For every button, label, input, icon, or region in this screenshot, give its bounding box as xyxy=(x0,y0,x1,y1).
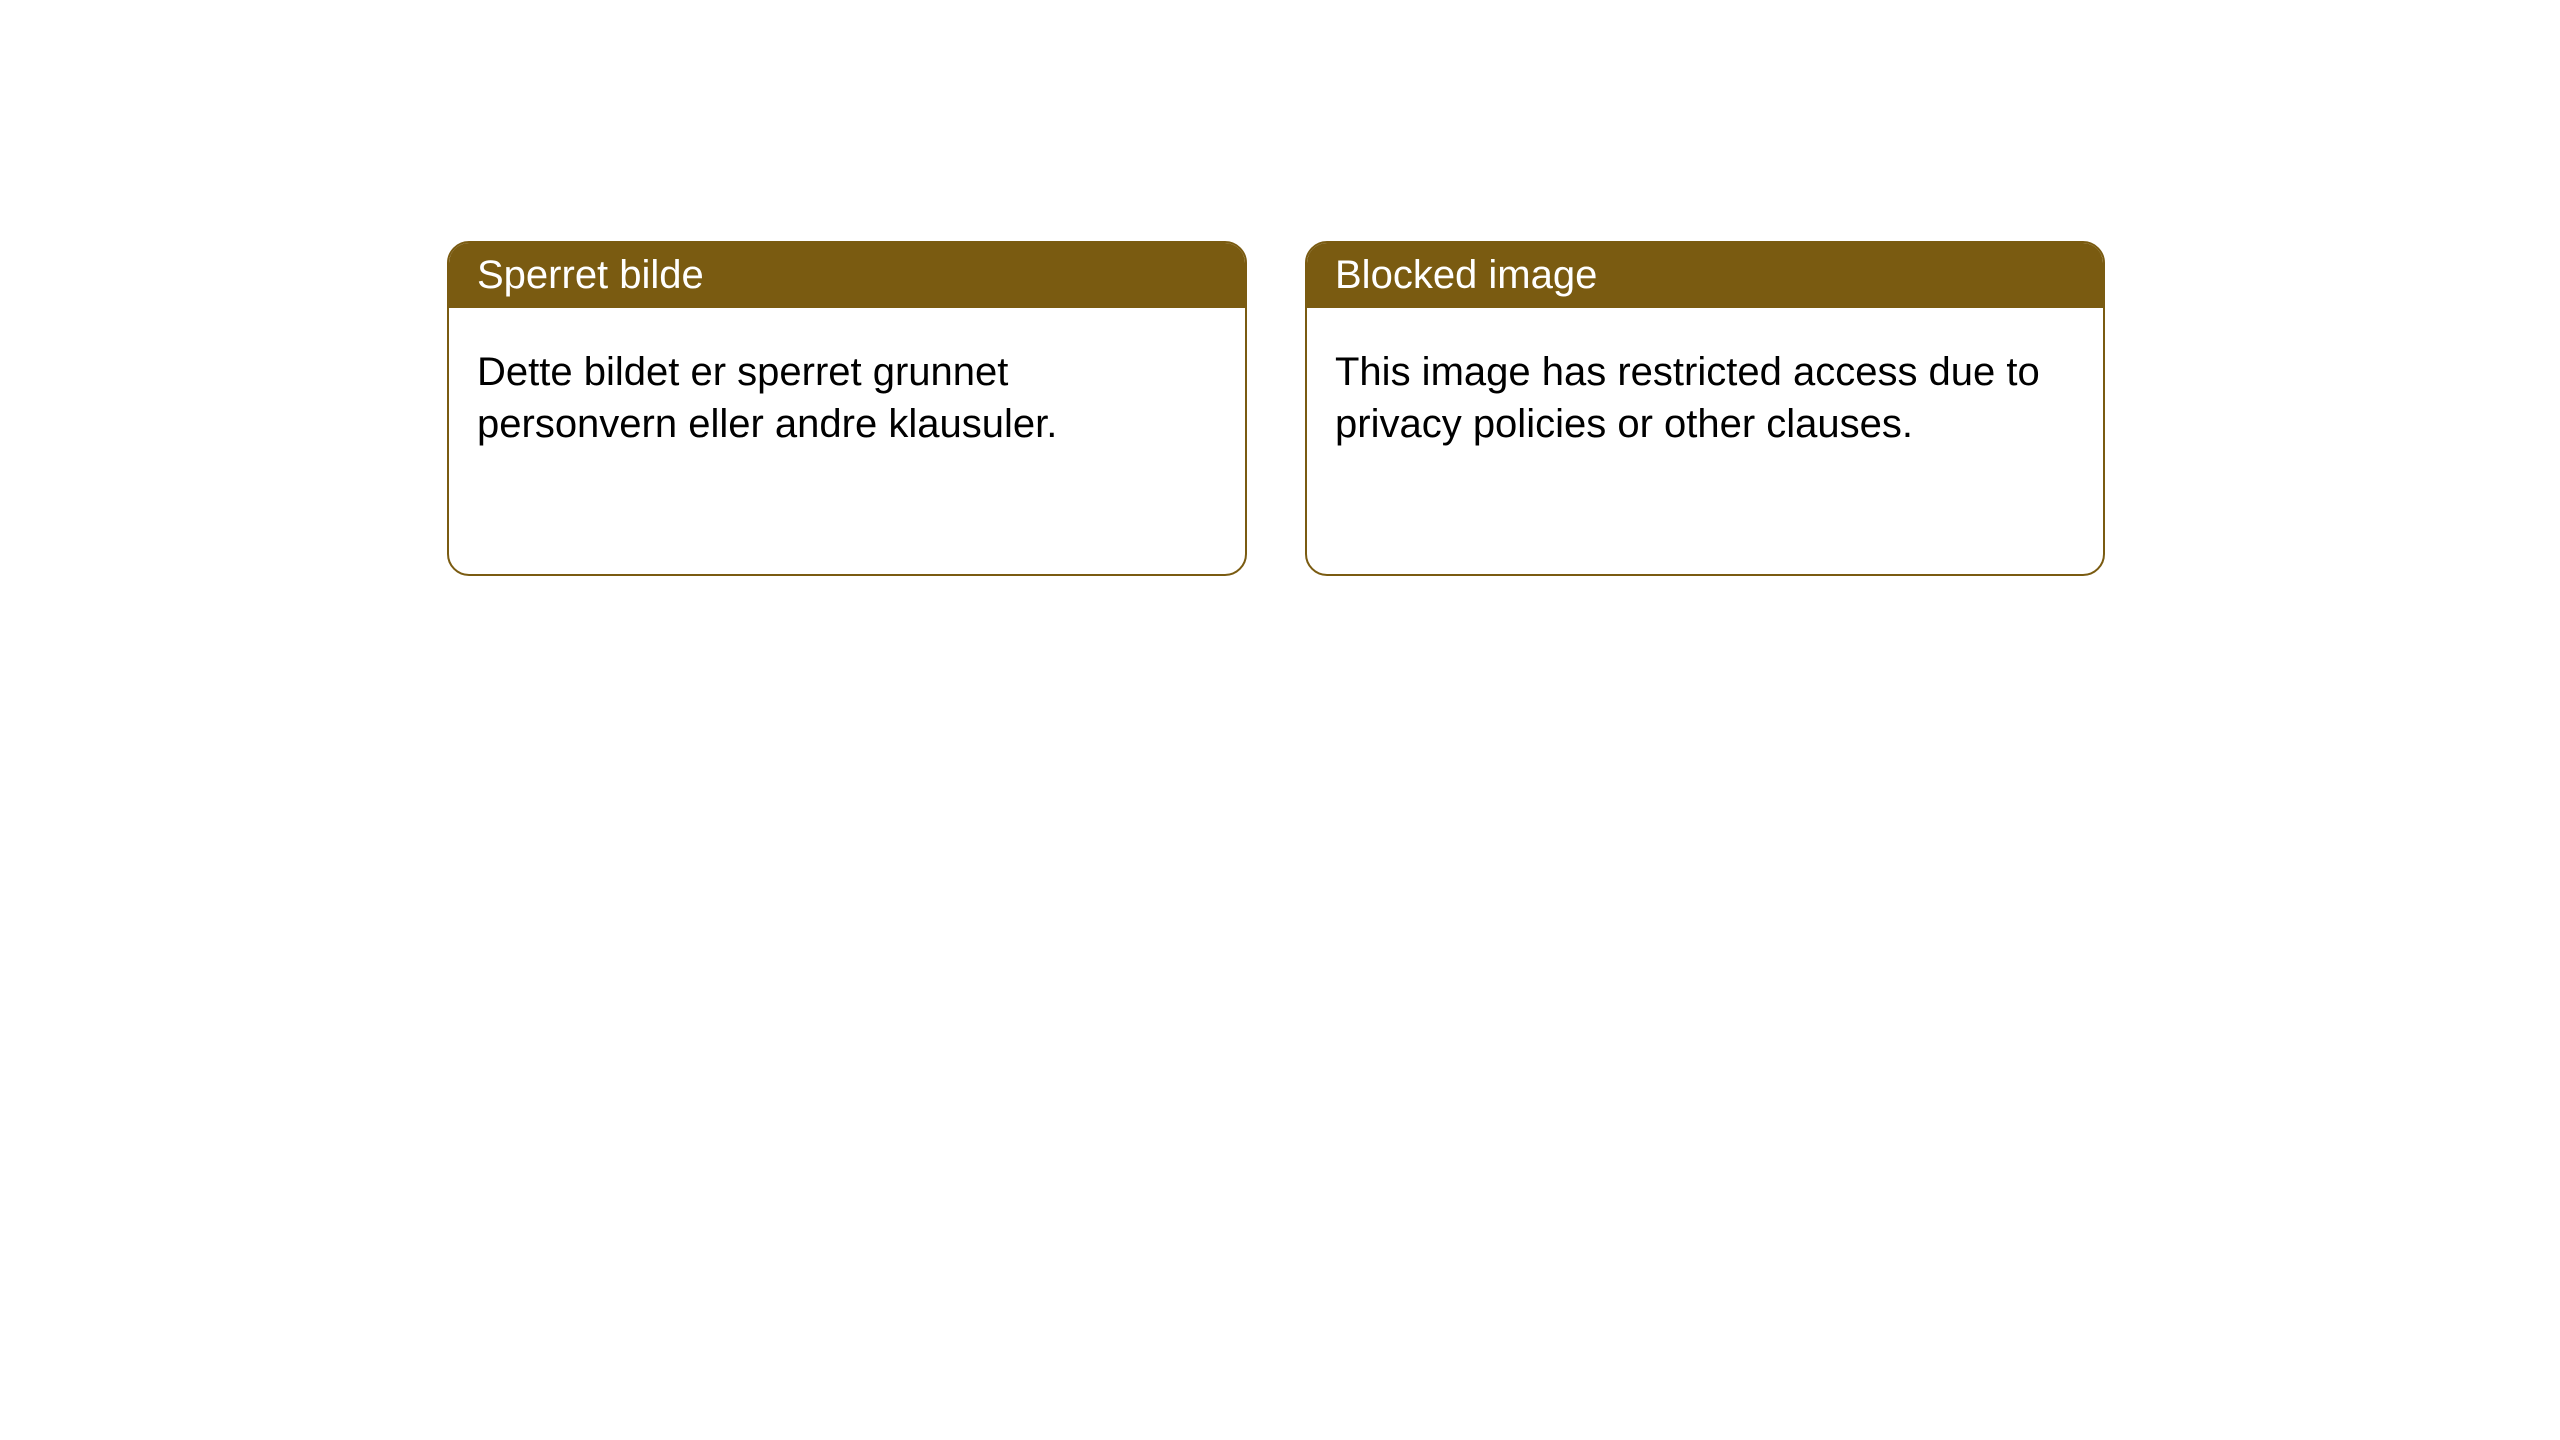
notice-body-text: This image has restricted access due to … xyxy=(1335,350,2040,446)
notice-header: Sperret bilde xyxy=(449,243,1245,308)
notice-cards-container: Sperret bilde Dette bildet er sperret gr… xyxy=(447,241,2560,576)
notice-header: Blocked image xyxy=(1307,243,2103,308)
notice-card-norwegian: Sperret bilde Dette bildet er sperret gr… xyxy=(447,241,1247,576)
notice-body-text: Dette bildet er sperret grunnet personve… xyxy=(477,350,1057,446)
notice-card-english: Blocked image This image has restricted … xyxy=(1305,241,2105,576)
notice-body: Dette bildet er sperret grunnet personve… xyxy=(449,308,1245,488)
notice-title: Blocked image xyxy=(1335,253,1597,297)
notice-title: Sperret bilde xyxy=(477,253,704,297)
notice-body: This image has restricted access due to … xyxy=(1307,308,2103,488)
